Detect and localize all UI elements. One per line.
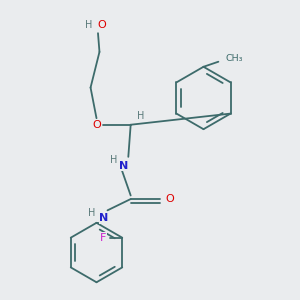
Text: H: H: [110, 155, 117, 165]
Text: O: O: [92, 120, 101, 130]
Text: N: N: [99, 213, 109, 224]
Text: O: O: [97, 20, 106, 30]
Text: F: F: [100, 233, 106, 243]
Text: O: O: [165, 194, 174, 204]
Text: N: N: [118, 161, 128, 171]
Text: H: H: [137, 111, 145, 122]
Text: H: H: [88, 208, 96, 218]
Text: H: H: [85, 20, 92, 30]
Text: CH₃: CH₃: [226, 54, 243, 63]
